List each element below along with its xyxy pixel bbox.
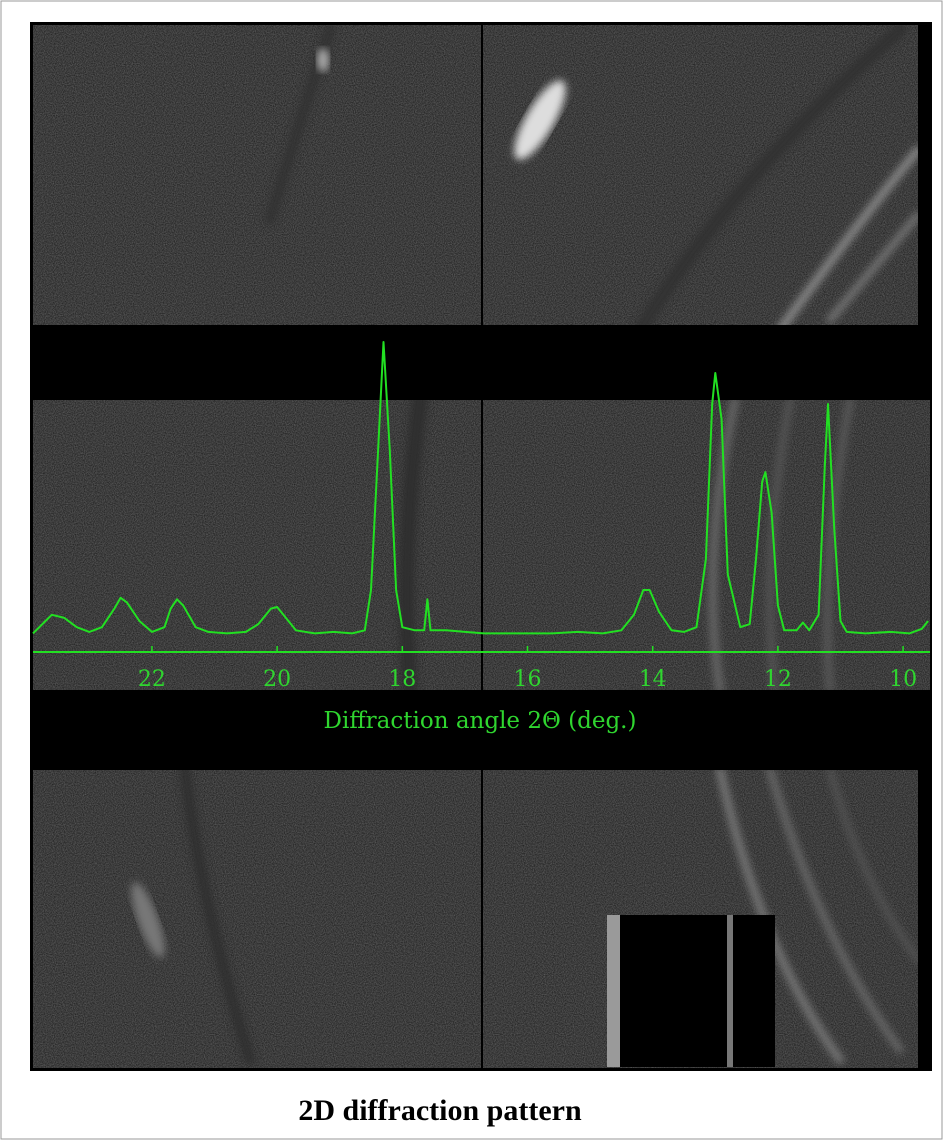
caption: 2D diffraction pattern — [298, 1094, 582, 1127]
x-tick-label: 10 — [889, 667, 917, 692]
x-tick-label: 14 — [639, 667, 667, 692]
detector-edge — [607, 915, 620, 1067]
x-tick-label: 22 — [138, 667, 166, 692]
black-band — [30, 690, 932, 770]
x-tick-label: 20 — [263, 667, 291, 692]
diffraction-image — [33, 25, 930, 1068]
x-tick-label: 18 — [388, 667, 416, 692]
axis-title: Diffraction angle 2Θ (deg.) — [324, 708, 637, 734]
diffraction-profile — [32, 341, 929, 635]
black-band — [30, 325, 932, 400]
x-tick-label: 12 — [764, 667, 792, 692]
detector-gap — [610, 915, 775, 1067]
detector-edge — [727, 915, 733, 1067]
x-tick-label: 16 — [514, 667, 542, 692]
